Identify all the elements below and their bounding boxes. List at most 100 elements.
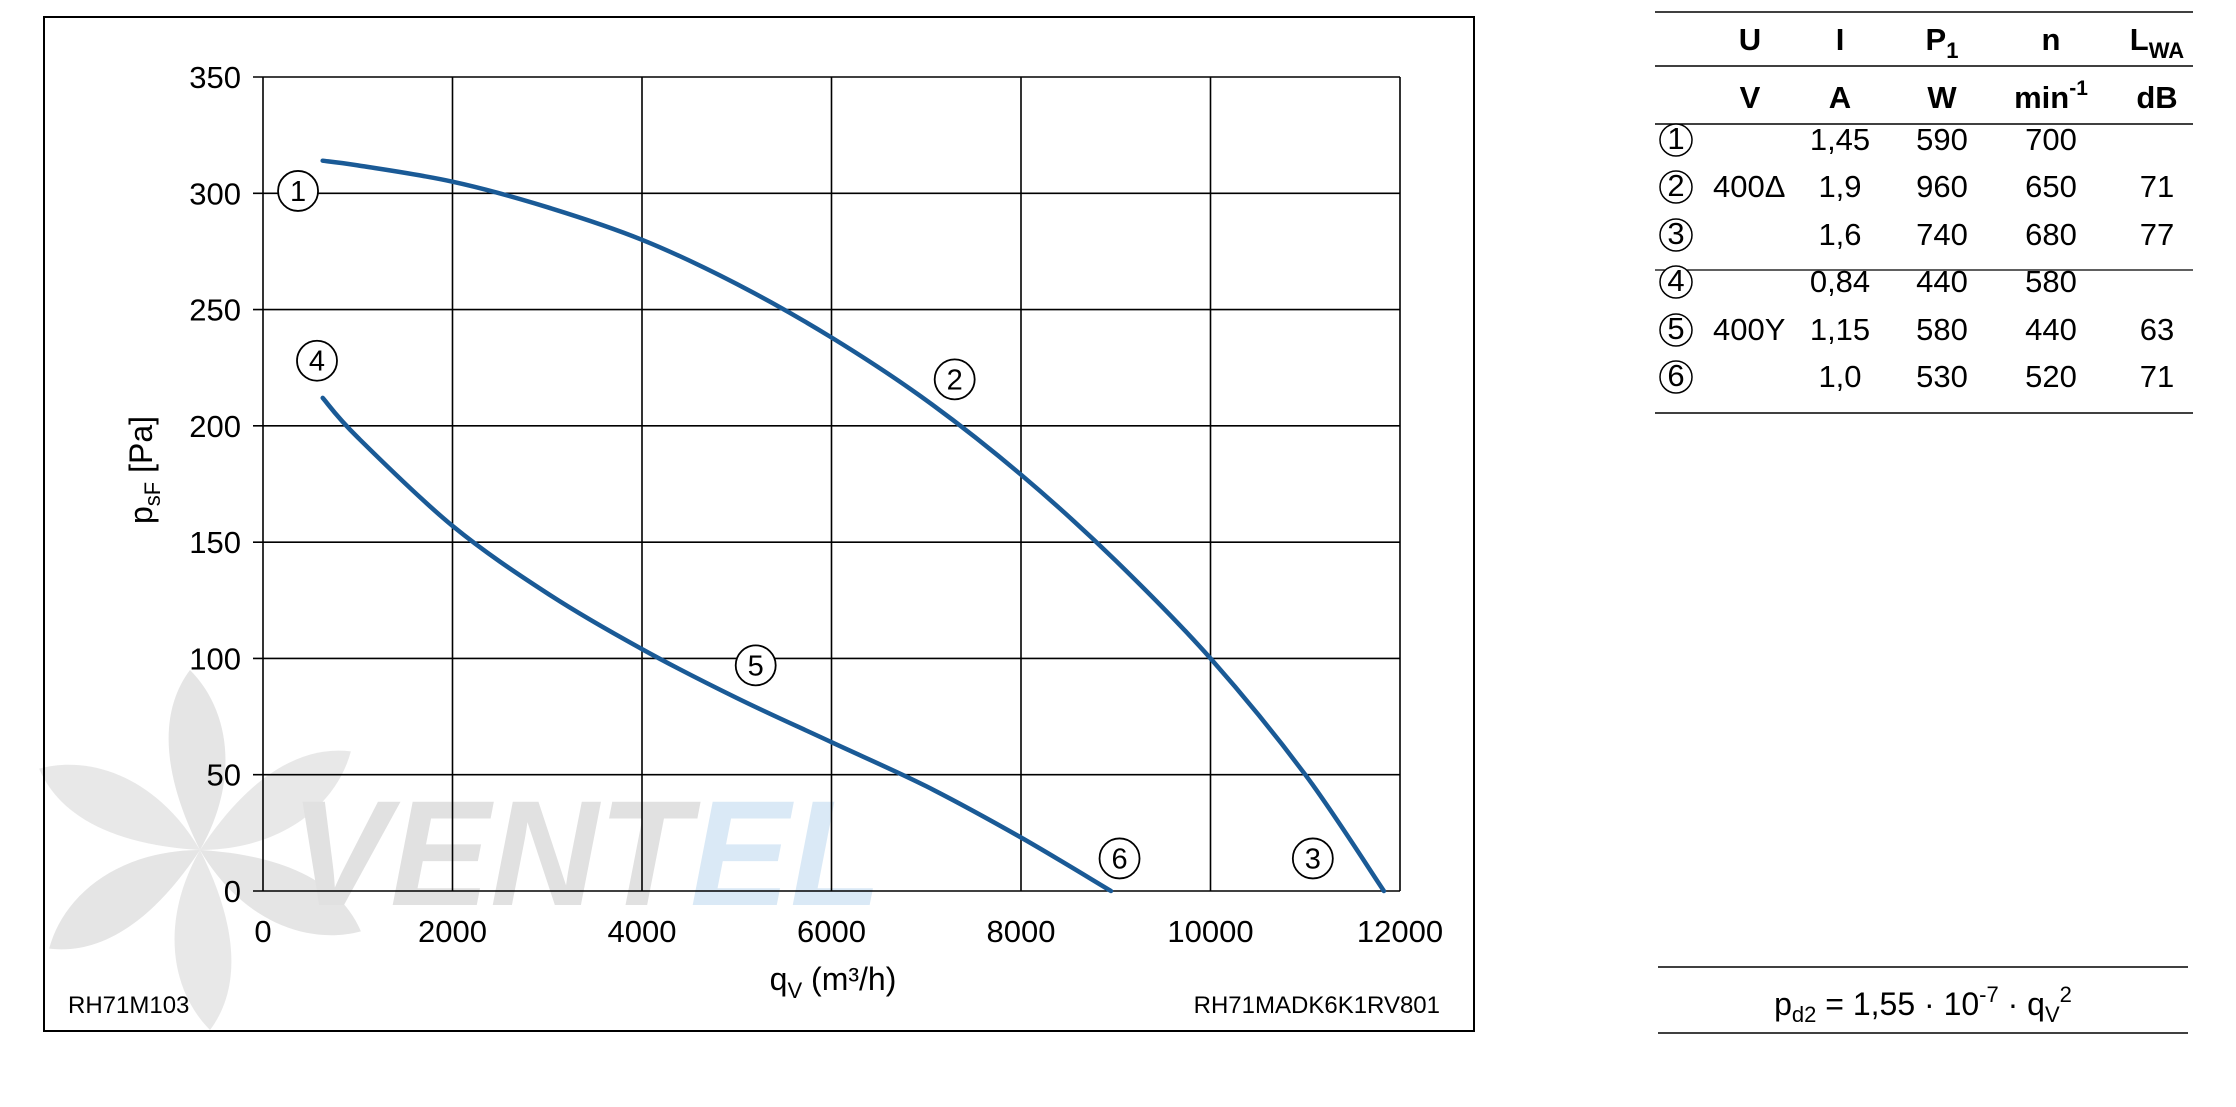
- table-header-cell: P1: [1926, 22, 1959, 63]
- curve-marker-circle: [296, 339, 338, 382]
- table-cell-U: 400Δ: [1713, 169, 1785, 204]
- table-row: 4 0,84 440 580: [1659, 263, 2077, 299]
- row-id-circle: [1659, 313, 1693, 347]
- curve-marker-6: 6: [1098, 837, 1141, 880]
- table-cell-I: 1,6: [1818, 217, 1861, 252]
- table-unit-cell: W: [1927, 80, 1957, 115]
- table-header-cell: n: [2042, 22, 2061, 57]
- model-code-left: RH71M103: [68, 992, 189, 1019]
- y-tick-label: 0: [224, 874, 241, 909]
- x-tick-label: 2000: [418, 914, 487, 949]
- table-cell-n: 580: [2025, 264, 2077, 299]
- curve-marker-circle: [933, 358, 976, 401]
- table-cell-P1: 740: [1916, 217, 1968, 252]
- table-header-cell: I: [1836, 22, 1845, 57]
- formula: pd2 = 1,55 · 10-7 · qV2: [1774, 982, 2072, 1027]
- chart-curves: [320, 158, 1387, 894]
- y-tick-label: 200: [189, 409, 241, 444]
- watermark-logo: VENTEL: [39, 670, 882, 1030]
- curve-marker-label: 4: [309, 346, 325, 378]
- curve-marker-circle: [734, 644, 777, 687]
- y-tick-label: 150: [189, 525, 241, 560]
- x-axis-ticks: 0 2000 4000 6000 8000 10000 12000: [254, 914, 1443, 949]
- row-id-label: 5: [1667, 311, 1684, 346]
- table-cell-U: 400Y: [1713, 312, 1785, 347]
- table-cell-LWA: 71: [2140, 169, 2174, 204]
- table-cell-I: 1,45: [1810, 122, 1870, 157]
- table-cell-LWA: 77: [2140, 217, 2174, 252]
- y-tick-label: 350: [189, 60, 241, 95]
- curve-marker-label: 1: [290, 176, 306, 208]
- table-cell-P1: 440: [1916, 264, 1968, 299]
- table-cell-P1: 960: [1916, 169, 1968, 204]
- table-cell-I: 1,9: [1818, 169, 1861, 204]
- y-tick-label: 50: [207, 758, 241, 793]
- curve-marker-circle: [1291, 837, 1334, 880]
- y-tick-label: 300: [189, 176, 241, 211]
- table-cell-n: 680: [2025, 217, 2077, 252]
- table-row: 3 1,6 740 680 77: [1659, 216, 2174, 252]
- chart-frame: [43, 16, 1475, 1032]
- row-id-circle: [1659, 170, 1693, 204]
- x-tick-label: 0: [254, 914, 271, 949]
- table-unit-cell: A: [1829, 80, 1851, 115]
- row-id-circle: [1659, 218, 1693, 252]
- table-cell-LWA: 71: [2140, 359, 2174, 394]
- table-header-cell: U: [1739, 22, 1761, 57]
- table-row: 1 1,45 590 700: [1659, 121, 2077, 157]
- table-cell-n: 520: [2025, 359, 2077, 394]
- x-tick-label: 6000: [797, 914, 866, 949]
- x-axis-title: qV (m³/h): [770, 961, 897, 1003]
- curve-line-1: [320, 158, 1387, 894]
- curve-marker-2: 2: [933, 358, 976, 401]
- curve-marker-4: 4: [296, 339, 338, 382]
- table-cell-P1: 590: [1916, 122, 1968, 157]
- table-row: 5 400Y 1,15 580 440 63: [1659, 311, 2174, 347]
- table-row: 2 400Δ 1,9 960 650 71: [1659, 168, 2174, 204]
- curve-marker-3: 3: [1291, 837, 1334, 880]
- model-code-right: RH71MADK6K1RV801: [1194, 992, 1440, 1019]
- curve-line-2: [320, 395, 1114, 894]
- row-id-circle: [1659, 123, 1693, 157]
- table-unit-cell: V: [1740, 80, 1761, 115]
- table-cell-I: 0,84: [1810, 264, 1870, 299]
- y-axis-ticks: 0 50 100 150 200 250 300 350: [189, 60, 241, 909]
- curve-marker-label: 5: [748, 650, 764, 682]
- table-row: 6 1,0 530 520 71: [1659, 358, 2174, 394]
- curve-annotations: 1 2 3 4 5 6: [277, 170, 1334, 880]
- curve-marker-1: 1: [277, 170, 319, 212]
- table-cell-I: 1,15: [1810, 312, 1870, 347]
- row-id-label: 2: [1667, 168, 1684, 203]
- table-cell-n: 440: [2025, 312, 2077, 347]
- curve-marker-circle: [277, 170, 319, 212]
- y-tick-label: 100: [189, 641, 241, 676]
- row-id-circle: [1659, 265, 1693, 299]
- curve-marker-label: 6: [1111, 843, 1127, 875]
- table-cell-n: 650: [2025, 169, 2077, 204]
- curve-marker-label: 2: [947, 364, 963, 396]
- table-cell-LWA: 63: [2140, 312, 2174, 347]
- row-id-label: 3: [1667, 216, 1684, 251]
- row-id-label: 1: [1667, 121, 1684, 156]
- table-cell-P1: 530: [1916, 359, 1968, 394]
- y-axis-title: psF [Pa]: [123, 416, 165, 524]
- x-tick-label: 12000: [1357, 914, 1443, 949]
- row-id-label: 6: [1667, 358, 1684, 393]
- curve-marker-5: 5: [734, 644, 777, 687]
- table-unit-cell: dB: [2136, 80, 2177, 115]
- watermark-text: VENTEL: [290, 769, 882, 937]
- table-cell-n: 700: [2025, 122, 2077, 157]
- curve-marker-label: 3: [1305, 843, 1321, 875]
- chart-grid: [253, 76, 1401, 892]
- table-header-cell: LWA: [2130, 22, 2184, 63]
- x-tick-label: 8000: [987, 914, 1056, 949]
- x-tick-label: 4000: [608, 914, 677, 949]
- table-cell-I: 1,0: [1818, 359, 1861, 394]
- row-id-circle: [1659, 360, 1693, 394]
- curve-marker-circle: [1098, 837, 1141, 880]
- row-id-label: 4: [1667, 263, 1684, 298]
- table-cell-P1: 580: [1916, 312, 1968, 347]
- table-unit-cell: min-1: [2014, 77, 2088, 115]
